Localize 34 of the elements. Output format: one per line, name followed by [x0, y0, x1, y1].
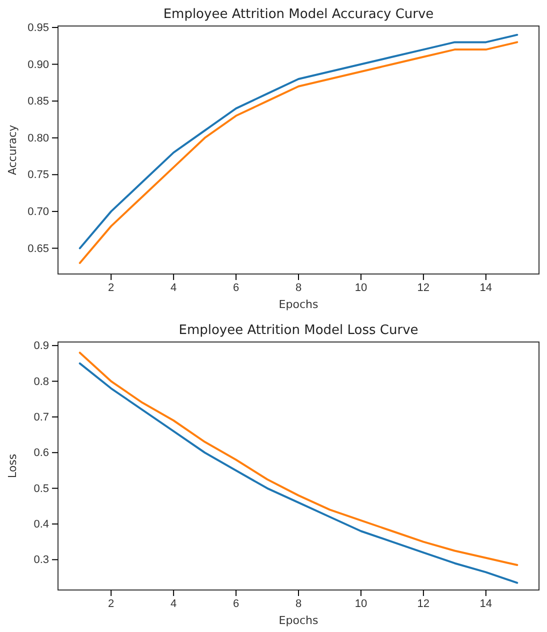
x-tick-label: 10	[354, 282, 368, 294]
x-tick-label: 4	[170, 598, 177, 610]
y-tick-label: 0.9	[34, 340, 49, 352]
y-tick-label: 0.5	[34, 482, 49, 495]
y-tick-label: 0.4	[34, 518, 49, 531]
x-tick-label: 14	[480, 282, 492, 294]
x-tick-label: 12	[417, 598, 430, 610]
y-tick-label: 0.65	[28, 242, 49, 255]
x-tick-label: 4	[170, 282, 177, 294]
y-tick-label: 0.95	[28, 22, 49, 34]
y-tick-label: 0.7	[34, 411, 49, 424]
chart-title: Employee Attrition Model Accuracy Curve	[163, 7, 434, 22]
x-tick-label: 2	[108, 282, 114, 294]
y-tick-label: 0.6	[34, 447, 49, 460]
x-tick-label: 14	[480, 598, 492, 610]
y-tick-label: 0.8	[34, 376, 49, 388]
y-tick-label: 0.75	[28, 169, 49, 182]
x-tick-label: 2	[108, 598, 114, 610]
x-tick-label: 12	[417, 282, 430, 294]
chart-title: Employee Attrition Model Loss Curve	[178, 323, 418, 338]
y-tick-label: 0.3	[34, 554, 49, 566]
y-axis-title: Accuracy	[6, 124, 19, 176]
x-tick-label: 10	[354, 598, 368, 610]
x-axis-title: Epochs	[278, 298, 318, 311]
x-tick-label: 6	[232, 598, 240, 610]
y-tick-label: 0.85	[28, 96, 49, 108]
x-tick-label: 6	[232, 282, 240, 294]
y-tick-label: 0.90	[28, 58, 49, 71]
x-tick-label: 8	[295, 598, 302, 610]
x-tick-label: 8	[295, 282, 302, 294]
y-tick-label: 0.70	[28, 206, 49, 218]
x-axis-title: Epochs	[278, 614, 318, 627]
y-tick-label: 0.80	[28, 132, 49, 144]
y-axis-title: Loss	[6, 454, 19, 478]
